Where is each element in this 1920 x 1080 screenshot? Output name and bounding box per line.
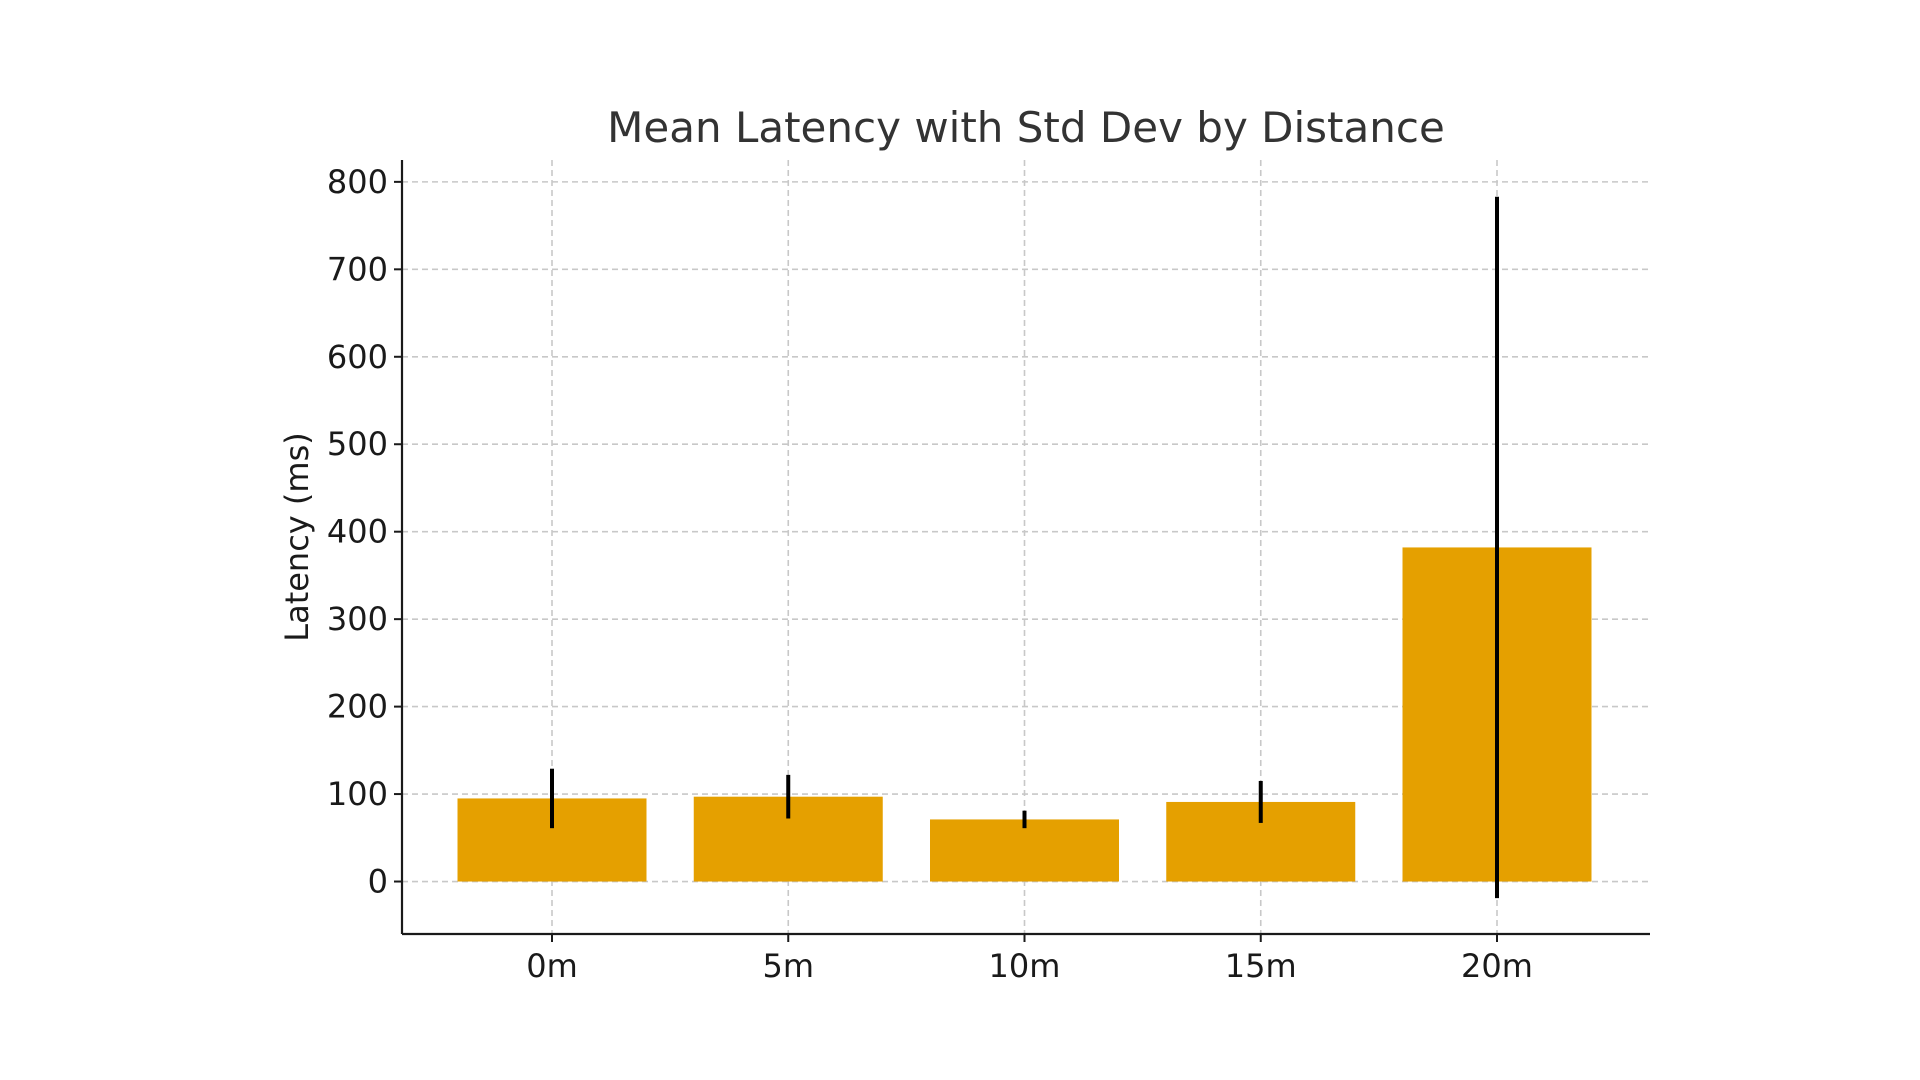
y-tick-label: 0 <box>368 863 388 901</box>
y-tick-label: 500 <box>327 425 388 463</box>
axes <box>400 160 1650 936</box>
y-tick-label: 700 <box>327 250 388 288</box>
x-tick-label: 15m <box>1225 947 1297 985</box>
y-tick-label: 600 <box>327 338 388 376</box>
y-tick-label: 400 <box>327 513 388 551</box>
x-tick-label: 5m <box>762 947 814 985</box>
error-bars <box>550 196 1499 899</box>
chart-title: Mean Latency with Std Dev by Distance <box>607 103 1445 152</box>
x-axis-ticks: 0m 5m 10m 15m 20m <box>526 934 1533 985</box>
x-tick-label: 0m <box>526 947 578 985</box>
y-tick-label: 800 <box>327 163 388 201</box>
y-tick-label: 100 <box>327 775 388 813</box>
y-axis-ticks: 0 100 200 300 400 500 600 700 800 <box>327 163 402 901</box>
x-tick-label: 10m <box>989 947 1061 985</box>
x-tick-label: 20m <box>1461 947 1533 985</box>
y-axis-label: Latency (ms) <box>278 432 316 641</box>
y-tick-label: 200 <box>327 688 388 726</box>
y-tick-label: 300 <box>327 600 388 638</box>
bar-10m <box>930 819 1119 882</box>
